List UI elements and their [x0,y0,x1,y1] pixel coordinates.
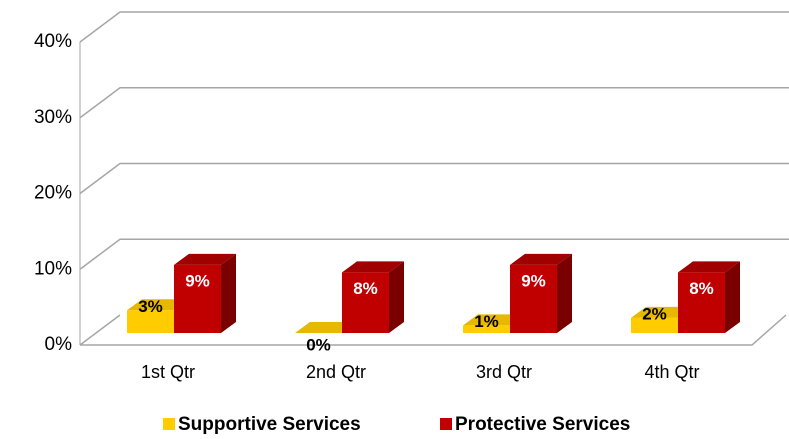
bar [174,253,236,333]
bar-front [127,310,174,333]
bar [510,253,572,333]
bar-front [174,264,221,333]
bar-top [678,261,740,273]
bar-side [725,261,740,333]
y-tick-label: 0% [45,334,73,355]
value-label: 0% [306,335,331,354]
value-label: 3% [138,297,163,316]
value-label: 9% [185,271,210,290]
y-tick-label: 10% [34,258,72,279]
bar-side [221,253,236,333]
grid-line [79,162,789,195]
bar-top [295,322,357,333]
bar [295,322,357,333]
bar-front [678,272,725,333]
floor-back [79,314,121,346]
value-label: 8% [353,279,378,298]
bar-top [342,261,404,273]
legend-label: Protective Services [455,414,630,435]
value-label: 8% [689,279,714,298]
bar-side [389,261,404,333]
bar-top [631,306,693,318]
legend-swatch [163,418,175,430]
bar-top [174,253,236,265]
legend-label: Supportive Services [178,414,361,435]
bar-top [510,253,572,265]
y-tick-label: 30% [34,107,72,128]
value-label: 1% [474,312,499,331]
x-tick-label: 1st Qtr [141,362,195,382]
bar [678,261,740,333]
value-label: 2% [642,304,667,323]
bar-side [557,253,572,333]
bar-top [127,299,189,311]
x-tick-label: 2nd Qtr [306,362,366,382]
bar [342,261,404,333]
x-tick-label: 3rd Qtr [476,362,532,382]
grid-line [79,238,789,270]
grid-line [80,314,787,346]
grid-line [79,11,789,43]
y-tick-label: 20% [34,183,72,204]
legend-swatch [440,418,452,430]
x-tick-label: 4th Qtr [644,362,699,382]
grid-line [79,87,789,119]
bar-front [510,264,557,333]
value-label: 9% [521,271,546,290]
y-tick-label: 40% [34,31,72,52]
bar-front [342,272,389,333]
bar-front [463,325,510,333]
bar-top [463,314,525,326]
bar-front [631,317,678,333]
